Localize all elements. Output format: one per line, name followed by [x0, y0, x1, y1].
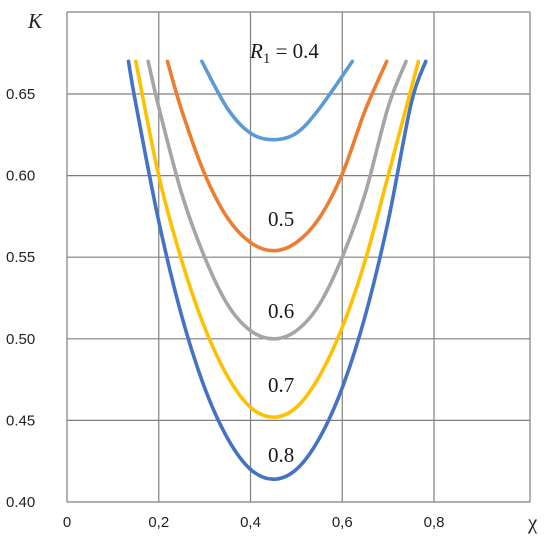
series-label-0.8: 0.8	[268, 443, 294, 467]
series-label-0.5: 0.5	[268, 207, 294, 231]
x-tick-labels: 0 0,2 0,4 0,6 0,8	[63, 514, 445, 531]
y-axis-label: K	[27, 9, 43, 33]
y-tick-label: 0.40	[6, 494, 35, 511]
grid	[66, 11, 531, 503]
series-label-0.7: 0.7	[268, 373, 294, 397]
x-axis-label: χ	[527, 510, 538, 534]
y-tick-labels: 0.40 0.45 0.50 0.55 0.60 0.65	[6, 86, 35, 511]
x-tick-label: 0	[63, 514, 71, 531]
y-tick-label: 0.55	[6, 249, 35, 266]
y-tick-label: 0.65	[6, 86, 35, 103]
series-line-0.7	[134, 59, 421, 419]
curves	[126, 59, 428, 481]
series-label-0.4: R1 = 0.4	[249, 39, 319, 67]
y-tick-label: 0.60	[6, 168, 35, 185]
y-tick-label: 0.50	[6, 331, 35, 348]
x-tick-label: 0,6	[332, 514, 353, 531]
series-label-0.6: 0.6	[268, 299, 294, 323]
series-line-0.5	[165, 59, 389, 253]
series-line-0.8	[126, 59, 428, 481]
series-line-0.6	[146, 59, 408, 341]
x-tick-label: 0,2	[148, 514, 169, 531]
series-labels: R1 = 0.4 0.5 0.6 0.7 0.8	[249, 39, 319, 467]
x-tick-label: 0,8	[424, 514, 445, 531]
y-tick-label: 0.45	[6, 412, 35, 429]
series-line-0.4	[200, 59, 355, 142]
x-tick-label: 0,4	[240, 514, 261, 531]
